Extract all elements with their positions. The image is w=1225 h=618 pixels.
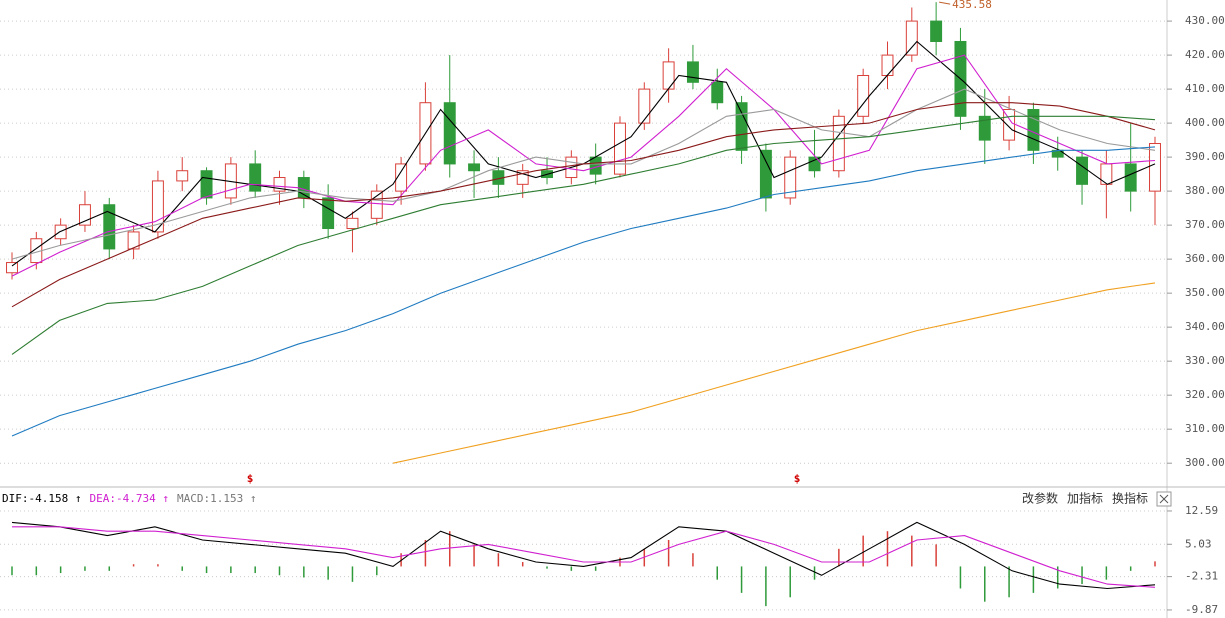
candle-body bbox=[346, 217, 359, 230]
moving-average-line bbox=[392, 282, 1156, 464]
candle-body bbox=[1027, 109, 1040, 151]
y-tick-label: 12.59 bbox=[1185, 504, 1218, 517]
moving-average-line bbox=[11, 146, 1156, 437]
moving-average-line bbox=[11, 102, 1156, 308]
peak-label: 435.58 bbox=[952, 0, 992, 11]
candle-body bbox=[200, 170, 213, 199]
candle-body bbox=[1003, 109, 1016, 141]
y-tick-label: 400.00 bbox=[1185, 116, 1225, 129]
y-tick-label: 320.00 bbox=[1185, 388, 1225, 401]
y-tick-label: -2.31 bbox=[1185, 570, 1218, 583]
y-tick-label: 300.00 bbox=[1185, 456, 1225, 469]
y-tick-label: 330.00 bbox=[1185, 354, 1225, 367]
signal-marker: $ bbox=[794, 472, 801, 485]
indicator-label: DEA:-4.734 ↑ bbox=[89, 492, 168, 505]
candle-body bbox=[638, 88, 651, 124]
candle-body bbox=[370, 190, 383, 219]
y-tick-label: 380.00 bbox=[1185, 184, 1225, 197]
moving-average-line bbox=[11, 54, 1156, 277]
candle-body bbox=[1124, 163, 1137, 192]
candle-body bbox=[808, 156, 821, 172]
candle-body bbox=[881, 54, 894, 76]
toolbar-button[interactable]: 加指标 bbox=[1067, 491, 1103, 506]
candle-body bbox=[784, 156, 797, 199]
macd-line bbox=[11, 521, 1156, 590]
moving-average-line bbox=[11, 40, 1156, 267]
macd-line bbox=[12, 526, 1156, 588]
candle-body bbox=[686, 61, 699, 83]
indicator-label: DIF:-4.158 ↑ bbox=[2, 492, 81, 505]
y-tick-label: 370.00 bbox=[1185, 218, 1225, 231]
candle-body bbox=[103, 204, 116, 250]
candle-body bbox=[662, 61, 675, 90]
close-button[interactable] bbox=[1156, 491, 1172, 507]
candle-body bbox=[1149, 143, 1161, 192]
y-tick-label: 390.00 bbox=[1185, 150, 1225, 163]
y-tick-label: 310.00 bbox=[1185, 422, 1225, 435]
candle-body bbox=[516, 170, 529, 185]
y-tick-label: 5.03 bbox=[1185, 537, 1212, 550]
candle-body bbox=[735, 102, 748, 151]
candle-body bbox=[468, 163, 481, 172]
candle-body bbox=[930, 20, 943, 42]
candle-body bbox=[857, 74, 870, 117]
candle-body bbox=[614, 122, 626, 175]
candle-body bbox=[176, 170, 189, 182]
candle-body bbox=[978, 115, 991, 141]
candle-body bbox=[759, 149, 772, 199]
candle-body bbox=[78, 204, 91, 226]
toolbar-button[interactable]: 换指标 bbox=[1112, 491, 1148, 506]
y-tick-label: -9.87 bbox=[1185, 603, 1218, 616]
y-tick-label: 360.00 bbox=[1185, 252, 1225, 265]
indicator-label: MACD:1.153 ↑ bbox=[177, 492, 256, 505]
candle-body bbox=[151, 180, 164, 233]
candle-body bbox=[711, 81, 724, 104]
peak-arrow bbox=[939, 1, 951, 5]
candle-body bbox=[127, 231, 140, 250]
candle-body bbox=[395, 163, 408, 192]
y-tick-label: 420.00 bbox=[1185, 48, 1225, 61]
y-tick-label: 350.00 bbox=[1185, 286, 1225, 299]
y-tick-label: 430.00 bbox=[1185, 14, 1225, 27]
candle-body bbox=[832, 115, 845, 172]
signal-marker: $ bbox=[247, 472, 254, 485]
toolbar-button[interactable]: 改参数 bbox=[1022, 491, 1058, 506]
candle-body bbox=[6, 262, 18, 274]
candle-body bbox=[273, 177, 286, 192]
candle-body bbox=[1076, 156, 1089, 185]
candle-body bbox=[249, 163, 262, 192]
y-tick-label: 340.00 bbox=[1185, 320, 1225, 333]
candle-body bbox=[443, 102, 456, 165]
y-tick-label: 410.00 bbox=[1185, 82, 1225, 95]
moving-average-line bbox=[11, 115, 1156, 355]
candle-body bbox=[322, 197, 335, 230]
candle-body bbox=[905, 20, 918, 56]
